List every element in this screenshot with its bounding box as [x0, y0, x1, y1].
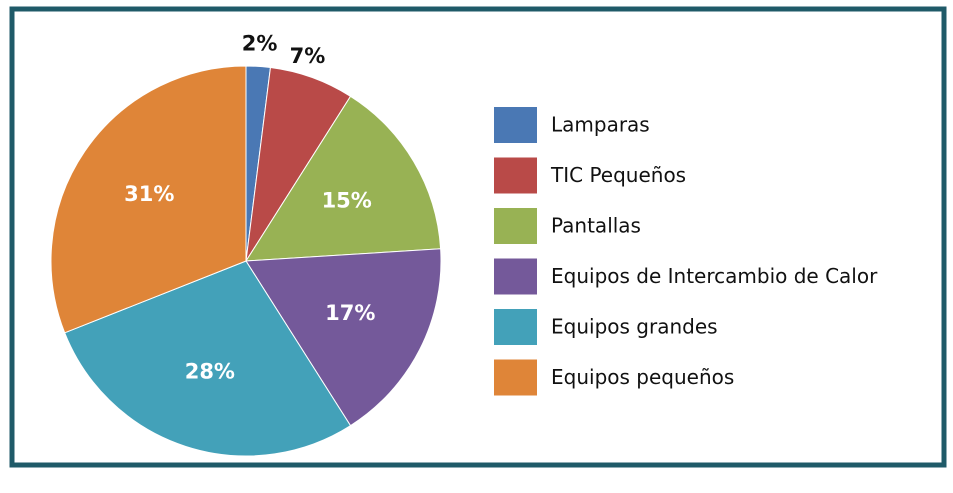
pie-slice — [245, 248, 442, 427]
legend: Lamparas TIC Pequeños Pantallas Equipos de … — [494, 107, 878, 396]
data-label: 28% — [185, 359, 235, 383]
legend-swatch — [494, 107, 537, 143]
data-label: 17% — [325, 301, 375, 325]
legend-label: Pantallas — [551, 214, 641, 238]
pie: 2% 7% 15% 17% 28% 31% — [50, 31, 442, 457]
data-label: 31% — [124, 182, 174, 206]
pie-slice — [245, 95, 442, 262]
legend-swatch — [494, 309, 537, 345]
legend-swatch — [494, 359, 537, 396]
pie-slice — [64, 260, 352, 457]
legend-swatch — [494, 258, 537, 295]
legend-label: Equipos pequeños — [551, 365, 734, 389]
legend-swatch — [494, 208, 537, 244]
legend-label: Equipos de Intercambio de Calor — [551, 264, 878, 288]
legend-label: Equipos grandes — [551, 315, 718, 339]
legend-label: TIC Pequeños — [550, 163, 686, 187]
data-label: 2% — [242, 31, 278, 55]
data-label: 7% — [290, 44, 326, 68]
data-label: 15% — [322, 188, 372, 212]
pie-slice — [50, 65, 247, 334]
legend-swatch — [494, 157, 537, 194]
legend-label: Lamparas — [551, 113, 650, 137]
